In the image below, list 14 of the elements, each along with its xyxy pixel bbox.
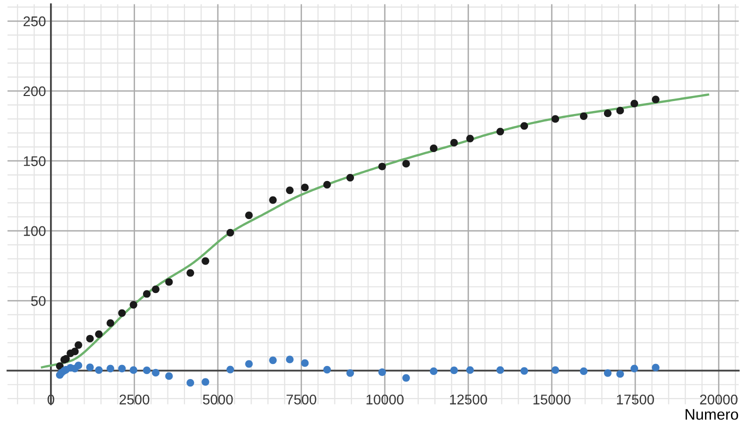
- y-tick-label: 50: [31, 296, 46, 306]
- y-tick-label: 200: [24, 86, 46, 96]
- x-tick-label: 7500: [286, 394, 316, 404]
- x-tick-label: 20000: [700, 394, 738, 404]
- x-tick-label: 10000: [366, 394, 404, 404]
- y-tick-label: 150: [24, 156, 46, 166]
- x-tick-label: 12500: [450, 394, 488, 404]
- y-tick-label: 100: [24, 226, 46, 236]
- x-axis-title: Numero: [686, 409, 738, 420]
- x-tick-label: 15000: [534, 394, 571, 404]
- x-tick-label: 2500: [120, 394, 150, 404]
- y-tick-label: 250: [24, 16, 46, 26]
- x-tick-label: 17500: [616, 394, 654, 404]
- x-tick-label: 5000: [202, 394, 233, 404]
